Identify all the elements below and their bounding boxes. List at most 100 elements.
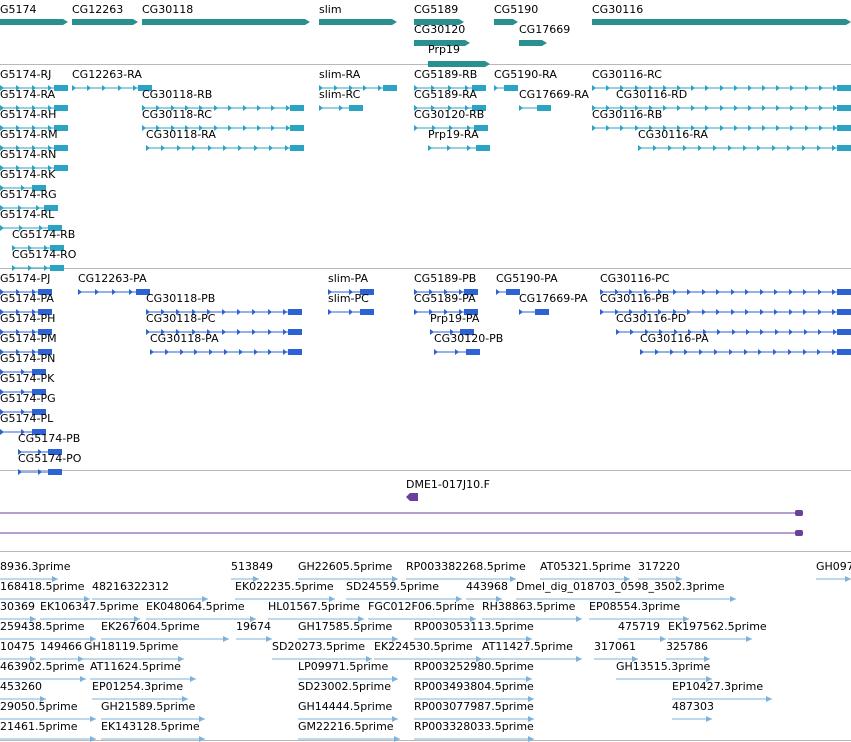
mrna-feature-glyph[interactable]	[0, 83, 68, 93]
mrna-feature-label[interactable]: G5174-RJ	[0, 68, 52, 81]
est-feature-label[interactable]: AT11624.5prime	[90, 660, 181, 673]
mrna-feature-glyph[interactable]	[519, 103, 551, 113]
est-feature-label[interactable]: SD20273.5prime	[272, 640, 365, 653]
est-feature-label[interactable]: SD24559.5prime	[346, 580, 439, 593]
est-feature-glyph[interactable]	[540, 574, 630, 584]
est-feature-label[interactable]: 21461.5prime	[0, 720, 78, 733]
cds-feature-glyph[interactable]	[0, 287, 52, 297]
cds-feature-glyph[interactable]	[328, 287, 374, 297]
est-feature-glyph[interactable]	[101, 634, 229, 644]
est-feature-glyph[interactable]	[346, 594, 462, 604]
est-feature-label[interactable]: EK143128.5prime	[101, 720, 200, 733]
mrna-feature-label[interactable]: Prp19-RA	[428, 128, 479, 141]
est-feature-glyph[interactable]	[268, 614, 364, 624]
est-feature-label[interactable]: 149466	[40, 640, 82, 653]
cds-feature-label[interactable]: slim-PA	[328, 272, 368, 285]
est-feature-label[interactable]: EK224530.5prime	[374, 640, 473, 653]
mrna-feature-label[interactable]: CG30116-RC	[592, 68, 662, 81]
mrna-feature-label[interactable]: G5174-RN	[0, 148, 57, 161]
mrna-feature-glyph[interactable]	[0, 143, 68, 153]
est-feature-glyph[interactable]	[298, 734, 400, 742]
gene-span-feature-glyph[interactable]	[142, 17, 310, 27]
est-feature-glyph[interactable]	[40, 654, 84, 664]
est-feature-glyph[interactable]	[0, 614, 36, 624]
cds-feature-label[interactable]: G5174-PG	[0, 392, 56, 405]
mrna-feature-glyph[interactable]	[0, 203, 58, 213]
est-feature-glyph[interactable]	[0, 734, 96, 742]
mrna-feature-glyph[interactable]	[414, 83, 486, 93]
cds-feature-glyph[interactable]	[328, 307, 374, 317]
est-feature-label[interactable]: GH21589.5prime	[101, 700, 196, 713]
gene-span-feature-label[interactable]: G5174	[0, 3, 37, 16]
est-feature-glyph[interactable]	[298, 714, 398, 724]
est-feature-label[interactable]: 325786	[666, 640, 708, 653]
est-feature-glyph[interactable]	[0, 674, 86, 684]
mrna-feature-glyph[interactable]	[12, 263, 64, 273]
cds-feature-label[interactable]: G5174-PM	[0, 332, 57, 345]
est-feature-label[interactable]: 168418.5prime	[0, 580, 85, 593]
est-feature-label[interactable]: 453260	[0, 680, 42, 693]
est-feature-label[interactable]: GH17585.5prime	[298, 620, 393, 633]
gene-span-feature-glyph[interactable]	[72, 17, 138, 27]
mrna-feature-glyph[interactable]	[428, 143, 490, 153]
cds-feature-glyph[interactable]	[146, 307, 302, 317]
cds-feature-glyph[interactable]	[414, 287, 478, 297]
gene-span-feature-glyph[interactable]	[319, 17, 397, 27]
est-feature-label[interactable]: 463902.5prime	[0, 660, 85, 673]
est-feature-glyph[interactable]	[101, 714, 205, 724]
cds-feature-label[interactable]: CG5190-PA	[496, 272, 558, 285]
cds-feature-label[interactable]: CG30116-PD	[616, 312, 687, 325]
est-feature-glyph[interactable]	[618, 634, 666, 644]
cds-feature-label[interactable]: slim-PC	[328, 292, 369, 305]
gene-span-feature-glyph[interactable]	[519, 38, 547, 48]
mrna-feature-label[interactable]: G5174-RG	[0, 188, 57, 201]
mrna-feature-glyph[interactable]	[319, 83, 397, 93]
cds-feature-glyph[interactable]	[0, 387, 46, 397]
est-feature-label[interactable]: 10475	[0, 640, 35, 653]
cds-feature-label[interactable]: G5174-PN	[0, 352, 56, 365]
est-feature-glyph[interactable]	[414, 694, 534, 704]
mrna-feature-glyph[interactable]	[0, 163, 68, 173]
est-feature-label[interactable]: GH13515.3prime	[616, 660, 711, 673]
gene-span-feature-glyph[interactable]	[0, 17, 68, 27]
est-feature-glyph[interactable]	[406, 574, 516, 584]
est-feature-glyph[interactable]	[414, 674, 532, 684]
est-feature-label[interactable]: 8936.3prime	[0, 560, 71, 573]
mrna-feature-label[interactable]: slim-RA	[319, 68, 361, 81]
mrna-feature-glyph[interactable]	[0, 123, 68, 133]
est-feature-glyph[interactable]	[231, 574, 259, 584]
cds-feature-label[interactable]: CG5189-PA	[414, 292, 476, 305]
est-feature-glyph[interactable]	[368, 614, 476, 624]
est-feature-label[interactable]: SD23002.5prime	[298, 680, 391, 693]
gene-span-feature-label[interactable]: CG30116	[592, 3, 644, 16]
mrna-feature-label[interactable]: CG5174-RO	[12, 248, 77, 261]
cds-feature-label[interactable]: CG30120-PB	[434, 332, 504, 345]
est-feature-label[interactable]: EK197562.5prime	[668, 620, 767, 633]
est-feature-glyph[interactable]	[0, 574, 58, 584]
est-feature-glyph[interactable]	[414, 734, 534, 742]
gene-span-feature-label[interactable]: CG5190	[494, 3, 539, 16]
cds-feature-label[interactable]: G5174-PL	[0, 412, 54, 425]
gene-span-feature-glyph[interactable]	[414, 17, 464, 27]
est-feature-glyph[interactable]	[672, 714, 712, 724]
cds-feature-label[interactable]: G5174-PJ	[0, 272, 51, 285]
cds-feature-label[interactable]: G5174-PH	[0, 312, 56, 325]
gene-span-feature-label[interactable]: CG30120	[414, 23, 466, 36]
mrna-feature-glyph[interactable]	[12, 243, 64, 253]
cds-feature-label[interactable]: CG30116-PC	[600, 272, 670, 285]
est-feature-glyph[interactable]	[101, 734, 205, 742]
clone-span-line[interactable]	[0, 510, 808, 518]
mrna-feature-glyph[interactable]	[592, 83, 851, 93]
est-feature-label[interactable]: 259438.5prime	[0, 620, 85, 633]
gene-span-feature-label[interactable]: Prp19	[428, 43, 460, 56]
mrna-feature-label[interactable]: slim-RC	[319, 88, 361, 101]
cds-feature-glyph[interactable]	[600, 307, 851, 317]
mrna-feature-glyph[interactable]	[0, 223, 62, 233]
est-feature-label[interactable]: 29050.5prime	[0, 700, 78, 713]
est-feature-glyph[interactable]	[374, 654, 482, 664]
cds-feature-glyph[interactable]	[414, 307, 478, 317]
cds-feature-glyph[interactable]	[0, 367, 46, 377]
cds-feature-label[interactable]: G5174-PK	[0, 372, 55, 385]
mrna-feature-glyph[interactable]	[72, 83, 152, 93]
cds-feature-glyph[interactable]	[640, 347, 851, 357]
